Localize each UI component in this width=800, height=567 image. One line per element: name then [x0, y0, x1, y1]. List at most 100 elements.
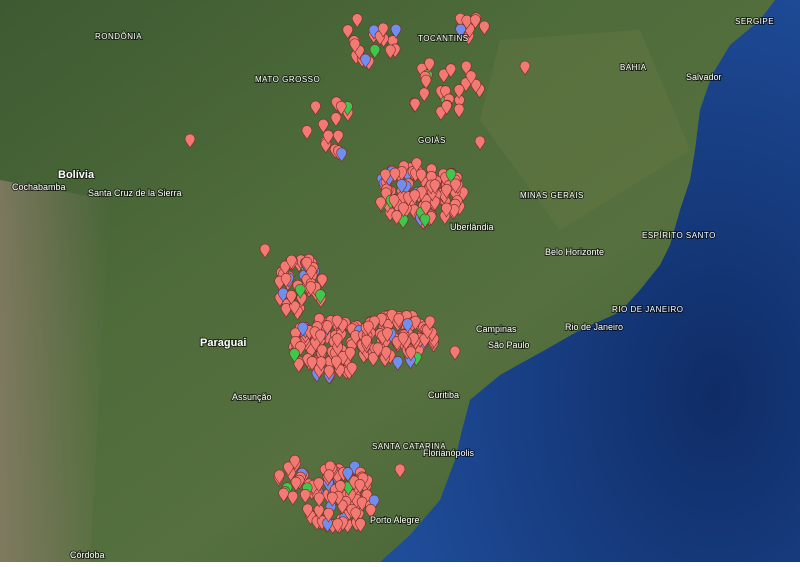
- map-pin[interactable]: [393, 313, 405, 329]
- map-pin[interactable]: [332, 518, 343, 534]
- map-pin[interactable]: [382, 327, 393, 343]
- map-pin[interactable]: [441, 202, 452, 218]
- map-pin[interactable]: [380, 168, 391, 184]
- map-pin[interactable]: [424, 315, 436, 331]
- map-pin[interactable]: [415, 168, 427, 184]
- map-pin[interactable]: [453, 84, 465, 100]
- map-pin[interactable]: [302, 503, 313, 519]
- map-pin[interactable]: [294, 283, 306, 299]
- map-pin[interactable]: [289, 454, 301, 470]
- map-pin[interactable]: [363, 320, 374, 336]
- map-pin[interactable]: [310, 100, 321, 116]
- map-pin[interactable]: [327, 491, 338, 507]
- map-pin[interactable]: [461, 60, 472, 76]
- map-pin[interactable]: [449, 345, 461, 361]
- map-pin[interactable]: [441, 100, 452, 116]
- map-pin[interactable]: [405, 346, 417, 362]
- map-pin[interactable]: [313, 492, 325, 508]
- map-pin[interactable]: [445, 63, 457, 79]
- map-pin[interactable]: [350, 330, 361, 346]
- map-pin[interactable]: [372, 342, 384, 358]
- map-pin[interactable]: [332, 129, 344, 145]
- map-pin[interactable]: [385, 44, 396, 60]
- map-pin[interactable]: [349, 38, 361, 54]
- map-pin[interactable]: [445, 168, 457, 184]
- map-pin[interactable]: [390, 24, 402, 39]
- map-pin[interactable]: [274, 469, 285, 485]
- map-pin[interactable]: [420, 74, 432, 90]
- map-pin[interactable]: [438, 68, 450, 84]
- map-pin[interactable]: [289, 348, 300, 364]
- map-pin[interactable]: [450, 178, 461, 194]
- map-pin[interactable]: [342, 467, 354, 483]
- map-pin[interactable]: [402, 318, 413, 334]
- map-pin[interactable]: [301, 256, 313, 272]
- map-pin[interactable]: [377, 22, 389, 38]
- map-pin[interactable]: [397, 331, 409, 347]
- map-pin[interactable]: [286, 254, 297, 270]
- map-pin[interactable]: [336, 147, 347, 163]
- map-pin[interactable]: [461, 14, 473, 30]
- map-pin[interactable]: [290, 327, 301, 343]
- map-pin[interactable]: [318, 118, 329, 134]
- map-pin[interactable]: [306, 356, 318, 372]
- map-pin[interactable]: [394, 463, 406, 479]
- map-pin[interactable]: [285, 290, 297, 305]
- map-pin[interactable]: [470, 78, 482, 94]
- map-pin[interactable]: [519, 60, 531, 76]
- map-pin[interactable]: [323, 507, 334, 523]
- map-pin[interactable]: [411, 157, 423, 173]
- map-pin[interactable]: [293, 358, 305, 374]
- map-pin[interactable]: [299, 489, 311, 504]
- map-pin[interactable]: [470, 14, 481, 30]
- map-pin[interactable]: [474, 135, 486, 151]
- map-pin[interactable]: [290, 476, 302, 492]
- map-pin[interactable]: [424, 57, 435, 73]
- map-pin[interactable]: [335, 480, 346, 496]
- map-pin[interactable]: [331, 314, 343, 330]
- map-pin[interactable]: [368, 494, 380, 510]
- map-pin[interactable]: [453, 103, 465, 119]
- map-pin[interactable]: [278, 487, 289, 503]
- map-pin[interactable]: [316, 344, 328, 360]
- map-pin[interactable]: [354, 479, 366, 494]
- map-pin[interactable]: [313, 477, 325, 493]
- map-pin[interactable]: [279, 260, 291, 276]
- map-pin[interactable]: [361, 334, 372, 350]
- map-pin[interactable]: [396, 179, 407, 195]
- map-pin[interactable]: [315, 329, 326, 345]
- map-pin[interactable]: [409, 189, 421, 205]
- map-pin[interactable]: [365, 504, 377, 520]
- map-pin[interactable]: [360, 53, 371, 69]
- map-pin[interactable]: [280, 303, 292, 318]
- map-pin[interactable]: [331, 333, 343, 349]
- map-pin[interactable]: [289, 300, 300, 316]
- map-pin[interactable]: [351, 13, 363, 29]
- map-pin[interactable]: [375, 196, 386, 212]
- map-pin[interactable]: [420, 200, 432, 216]
- map-pin[interactable]: [331, 355, 342, 371]
- map-pin[interactable]: [429, 179, 441, 195]
- map-pin[interactable]: [391, 210, 403, 226]
- map-pin[interactable]: [342, 24, 354, 40]
- map-pin[interactable]: [184, 133, 196, 149]
- map-pin[interactable]: [297, 321, 309, 337]
- map-pin[interactable]: [315, 356, 327, 372]
- map-pin[interactable]: [409, 97, 421, 113]
- map-pin[interactable]: [283, 461, 294, 477]
- map-pin[interactable]: [336, 499, 348, 515]
- map-pin[interactable]: [323, 469, 335, 485]
- map-pin[interactable]: [344, 346, 356, 362]
- map-pin[interactable]: [392, 356, 404, 372]
- map-pin[interactable]: [388, 194, 400, 210]
- map-pin[interactable]: [315, 289, 326, 305]
- map-pin[interactable]: [455, 23, 466, 39]
- map-pin[interactable]: [418, 87, 430, 103]
- map-pin[interactable]: [280, 273, 292, 289]
- map-pin[interactable]: [321, 320, 333, 336]
- map-pin[interactable]: [346, 362, 358, 377]
- map-pin[interactable]: [441, 183, 452, 199]
- map-pin[interactable]: [287, 490, 299, 506]
- map-pin[interactable]: [465, 70, 477, 86]
- map-pin[interactable]: [305, 265, 317, 281]
